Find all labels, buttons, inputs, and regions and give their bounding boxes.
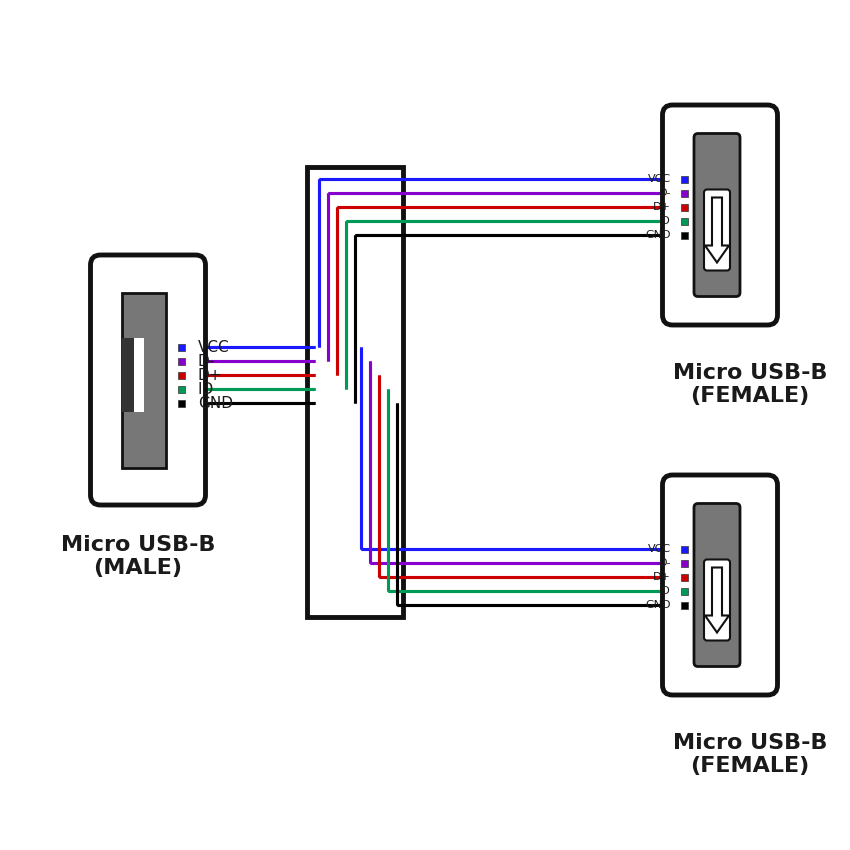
Bar (681, 231, 688, 239)
Bar (178, 358, 185, 365)
Text: D+: D+ (653, 572, 671, 582)
FancyBboxPatch shape (704, 559, 730, 641)
Bar (122, 338, 144, 411)
Bar (681, 559, 688, 566)
Text: ID: ID (660, 586, 671, 596)
FancyBboxPatch shape (662, 105, 778, 325)
Text: (FEMALE): (FEMALE) (690, 756, 809, 776)
Bar (681, 203, 688, 211)
Polygon shape (705, 568, 729, 632)
Bar (178, 386, 185, 393)
Bar (122, 338, 134, 411)
Text: D+: D+ (198, 367, 223, 382)
Bar (178, 400, 185, 406)
Text: ID: ID (660, 216, 671, 226)
FancyBboxPatch shape (694, 133, 740, 297)
Bar (178, 343, 185, 350)
Bar (178, 371, 185, 378)
Text: D+: D+ (653, 202, 671, 212)
FancyBboxPatch shape (704, 190, 730, 270)
Text: Micro USB-B: Micro USB-B (672, 363, 827, 383)
Text: Micro USB-B: Micro USB-B (672, 733, 827, 753)
Bar (681, 574, 688, 581)
Text: D-: D- (659, 188, 671, 198)
Polygon shape (122, 292, 166, 468)
Text: D-: D- (198, 354, 215, 369)
Bar (681, 587, 688, 594)
Bar (681, 546, 688, 552)
FancyBboxPatch shape (90, 255, 206, 505)
Text: (MALE): (MALE) (94, 558, 183, 578)
Text: D-: D- (659, 558, 671, 568)
Text: (FEMALE): (FEMALE) (690, 386, 809, 406)
Bar (681, 602, 688, 609)
FancyBboxPatch shape (662, 475, 778, 695)
Text: GND: GND (645, 230, 671, 240)
FancyBboxPatch shape (694, 503, 740, 666)
Text: VCC: VCC (198, 339, 230, 354)
Text: GND: GND (645, 600, 671, 610)
Text: ID: ID (198, 382, 214, 396)
Text: VCC: VCC (648, 174, 671, 184)
Text: VCC: VCC (648, 544, 671, 554)
Text: GND: GND (198, 395, 233, 411)
Bar (681, 190, 688, 196)
Text: Micro USB-B: Micro USB-B (60, 535, 215, 555)
Bar (307, 167, 403, 617)
Polygon shape (705, 197, 729, 263)
Bar (681, 175, 688, 183)
Bar (681, 218, 688, 224)
